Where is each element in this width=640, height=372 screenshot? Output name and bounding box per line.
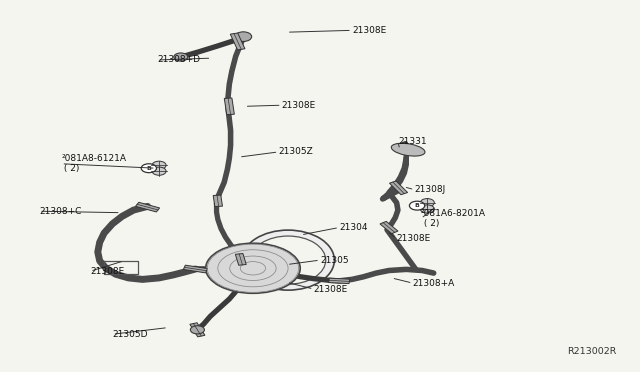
Text: 21308E: 21308E: [282, 101, 316, 110]
Text: R213002R: R213002R: [568, 347, 617, 356]
Polygon shape: [329, 278, 349, 283]
Polygon shape: [190, 323, 205, 337]
Text: 21308E: 21308E: [314, 285, 348, 294]
Text: 21308J: 21308J: [415, 185, 446, 194]
Text: 21308E: 21308E: [352, 26, 386, 35]
Polygon shape: [224, 98, 234, 115]
Ellipse shape: [250, 236, 326, 284]
Circle shape: [190, 326, 204, 334]
Circle shape: [141, 164, 157, 173]
Text: 21305D: 21305D: [113, 330, 148, 339]
Text: 21304: 21304: [339, 223, 367, 232]
Circle shape: [410, 201, 425, 210]
Ellipse shape: [391, 143, 425, 156]
Polygon shape: [184, 265, 207, 273]
Ellipse shape: [205, 243, 300, 293]
Polygon shape: [236, 254, 246, 265]
Circle shape: [420, 199, 435, 207]
Text: 21305Z: 21305Z: [278, 147, 313, 156]
Polygon shape: [136, 202, 159, 212]
Text: 21308E: 21308E: [90, 267, 124, 276]
Polygon shape: [230, 33, 245, 50]
Circle shape: [235, 32, 252, 41]
Text: 21308+D: 21308+D: [157, 55, 200, 64]
Text: ²081A6-8201A
 ( 2): ²081A6-8201A ( 2): [421, 209, 486, 228]
Circle shape: [420, 205, 435, 213]
Polygon shape: [213, 195, 223, 206]
Circle shape: [152, 167, 166, 175]
Circle shape: [173, 53, 188, 61]
Text: 21331: 21331: [398, 137, 426, 146]
Text: 21308+A: 21308+A: [413, 279, 455, 288]
Circle shape: [152, 161, 166, 169]
Polygon shape: [380, 221, 398, 234]
Text: 21308+C: 21308+C: [39, 207, 81, 216]
Text: 21305: 21305: [320, 256, 349, 264]
Text: ²081A8-6121A
 ( 2): ²081A8-6121A ( 2): [61, 154, 126, 173]
Text: B: B: [147, 166, 151, 171]
Text: B: B: [415, 203, 419, 208]
Ellipse shape: [242, 230, 334, 290]
Text: 21308E: 21308E: [397, 234, 431, 243]
Polygon shape: [390, 181, 408, 195]
